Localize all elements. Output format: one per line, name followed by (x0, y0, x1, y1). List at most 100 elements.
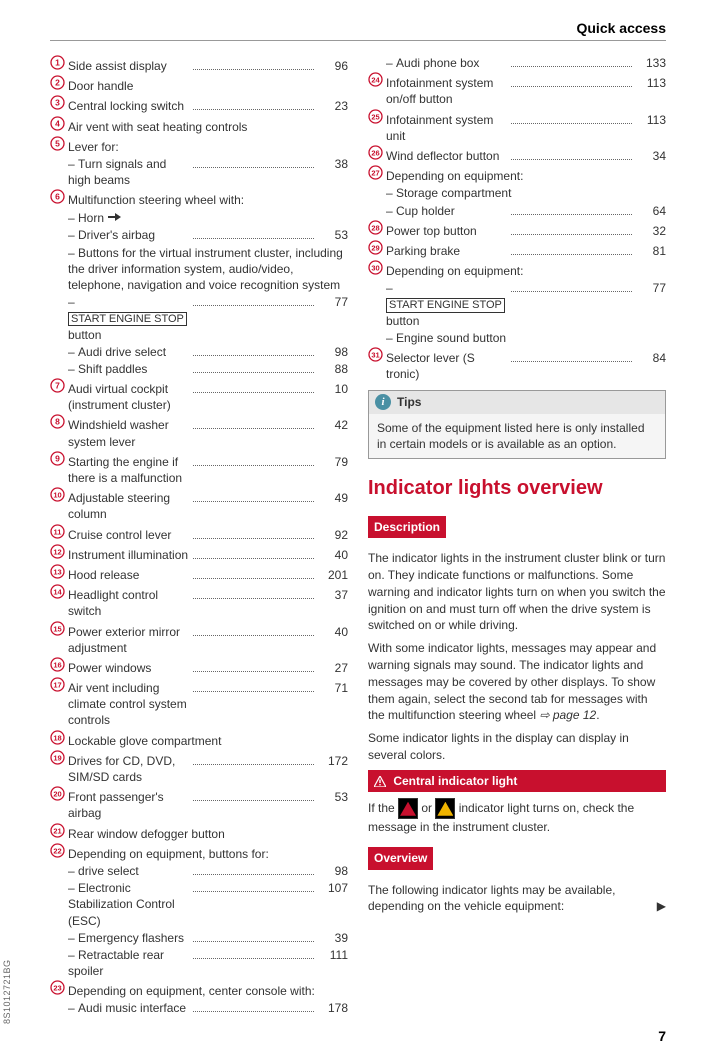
toc-label: Infotainment system on/off button (386, 75, 507, 107)
toc-row: 13Hood release201 (50, 564, 348, 583)
page-ref: 107 (318, 880, 348, 896)
toc-row: START ENGINE STOP button77 (368, 280, 666, 329)
toc-label: Horn (68, 210, 348, 227)
item-marker: 24 (368, 72, 386, 87)
toc-label: Drives for CD, DVD, SIM/SD cards (68, 753, 189, 785)
toc-label: Front passenger's airbag (68, 789, 189, 821)
page-ref: 111 (318, 947, 348, 963)
section-title: Indicator lights overview (368, 475, 666, 502)
toc-row: 18 Lockable glove compartment (50, 730, 348, 749)
toc-label: START ENGINE STOP button (386, 280, 507, 329)
page-ref: 32 (636, 223, 666, 239)
item-marker: 14 (50, 584, 68, 599)
svg-text:31: 31 (371, 351, 379, 360)
toc-row: 25Infotainment system unit113 (368, 109, 666, 144)
toc-row: Retractable rear spoiler 111 (50, 947, 348, 979)
svg-text:15: 15 (53, 624, 61, 633)
toc-label: Infotainment system unit (386, 112, 507, 144)
item-marker: 15 (50, 621, 68, 636)
item-marker: 10 (50, 487, 68, 502)
central-indicator-heading: Central indicator light (368, 770, 666, 792)
circled-number-icon: 27 (368, 165, 383, 180)
svg-text:24: 24 (371, 76, 380, 85)
page-ref: 98 (318, 863, 348, 879)
page-ref: 84 (636, 350, 666, 366)
page-reference: ⇨ page 12 (539, 708, 596, 722)
svg-text:29: 29 (371, 243, 379, 252)
toc-row: 22Depending on equipment, buttons for: (50, 843, 348, 862)
toc-row: 29Parking brake81 (368, 240, 666, 259)
svg-text:11: 11 (54, 527, 62, 536)
toc-row: Turn signals and high beams38 (50, 156, 348, 188)
toc-row: Driver's airbag53 (50, 227, 348, 243)
page-ref: 23 (318, 98, 348, 114)
circled-number-icon: 23 (50, 980, 65, 995)
page-header: Quick access (50, 20, 666, 41)
toc-label: Power exterior mirror adjustment (68, 624, 189, 656)
circled-number-icon: 3 (50, 95, 65, 110)
toc-row: 14Headlight control switch37 (50, 584, 348, 619)
body-paragraph: If the or indicator light turns on, chec… (368, 798, 666, 836)
toc-label: Audi virtual cockpit (instrument cluster… (68, 381, 189, 413)
toc-row: 24Infotainment system on/off button113 (368, 72, 666, 107)
item-marker: 6 (50, 189, 68, 204)
toc-row: Audi music interface178 (50, 1000, 348, 1016)
svg-text:18: 18 (53, 733, 61, 742)
item-marker: 28 (368, 220, 386, 235)
overview-heading: Overview (368, 847, 433, 869)
circled-number-icon: 21 (50, 823, 65, 838)
svg-text:2: 2 (55, 78, 60, 88)
svg-text:8: 8 (55, 417, 60, 427)
circled-number-icon: 17 (50, 677, 65, 692)
page-number: 7 (50, 1028, 666, 1044)
item-marker: 8 (50, 414, 68, 429)
toc-label: Cruise control lever (68, 527, 189, 543)
page-ref: 71 (318, 680, 348, 696)
toc-row: 23Depending on equipment, center console… (50, 980, 348, 999)
circled-number-icon: 11 (50, 524, 65, 539)
svg-text:16: 16 (53, 660, 61, 669)
item-marker: 23 (50, 980, 68, 995)
toc-label: Lockable glove compartment (68, 733, 348, 749)
tips-body: Some of the equipment listed here is onl… (369, 414, 665, 458)
toc-row: drive select98 (50, 863, 348, 879)
page-ref: 37 (318, 587, 348, 603)
svg-text:17: 17 (53, 681, 61, 690)
circled-number-icon: 24 (368, 72, 383, 87)
horn-icon (107, 210, 125, 226)
toc-label: Adjustable steering column (68, 490, 189, 522)
toc-row: 2Door handle (50, 75, 348, 94)
warning-triangle-icon (374, 776, 386, 787)
circled-number-icon: 30 (368, 260, 383, 275)
toc-label: Audi drive select (68, 344, 189, 360)
body-paragraph: The following indicator lights may be av… (368, 882, 666, 916)
item-marker: 16 (50, 657, 68, 672)
toc-label: Depending on equipment, center console w… (68, 983, 348, 999)
page-ref: 34 (636, 148, 666, 164)
item-marker: 4 (50, 116, 68, 131)
toc-label: Rear window defogger button (68, 826, 348, 842)
circled-number-icon: 10 (50, 487, 65, 502)
page-ref: 64 (636, 203, 666, 219)
toc-label: START ENGINE STOP button (68, 294, 189, 343)
toc-label: Multifunction steering wheel with: (68, 192, 348, 208)
page-ref: 77 (318, 294, 348, 310)
item-marker: 13 (50, 564, 68, 579)
circled-number-icon: 5 (50, 136, 65, 151)
svg-text:14: 14 (53, 588, 62, 597)
toc-label: Buttons for the virtual instrument clust… (68, 245, 348, 294)
toc-row: 16Power windows27 (50, 657, 348, 676)
page-ref: 133 (636, 55, 666, 71)
item-marker: 11 (50, 524, 68, 539)
toc-row: 5Lever for: (50, 136, 348, 155)
item-marker: 5 (50, 136, 68, 151)
circled-number-icon: 6 (50, 189, 65, 204)
svg-text:6: 6 (55, 192, 60, 202)
circled-number-icon: 14 (50, 584, 65, 599)
page-ref: 10 (318, 381, 348, 397)
svg-text:22: 22 (53, 846, 61, 855)
toc-label: Retractable rear spoiler (68, 947, 189, 979)
toc-row: 10Adjustable steering column49 (50, 487, 348, 522)
toc-label: Wind deflector button (386, 148, 507, 164)
circled-number-icon: 26 (368, 145, 383, 160)
